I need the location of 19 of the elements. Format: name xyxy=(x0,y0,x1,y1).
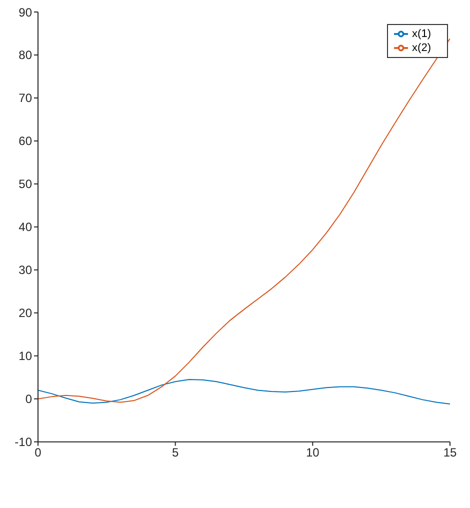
y-tick-label: 10 xyxy=(18,349,32,364)
x-tick-label: 15 xyxy=(443,445,457,460)
y-tick-label: 80 xyxy=(18,48,32,62)
legend-label: x(2) xyxy=(412,42,431,54)
line-series xyxy=(38,378,450,404)
y-tick-label: 60 xyxy=(18,134,32,148)
legend-label: x(1) xyxy=(412,28,431,40)
x-tick-label: 10 xyxy=(306,445,320,460)
y-tick-label: 30 xyxy=(18,263,32,278)
y-tick-label: 70 xyxy=(18,91,32,106)
y-tick-label: -10 xyxy=(14,435,32,450)
y-tick-label: 40 xyxy=(18,220,32,234)
y-tick-label: 0 xyxy=(25,392,32,406)
y-tick-label: 90 xyxy=(18,5,32,20)
y-tick-label: 20 xyxy=(18,306,32,320)
x-tick-label: 0 xyxy=(34,445,42,460)
line-series xyxy=(38,38,450,403)
x-tick-label: 5 xyxy=(172,445,179,460)
y-tick-label: 50 xyxy=(18,177,32,192)
